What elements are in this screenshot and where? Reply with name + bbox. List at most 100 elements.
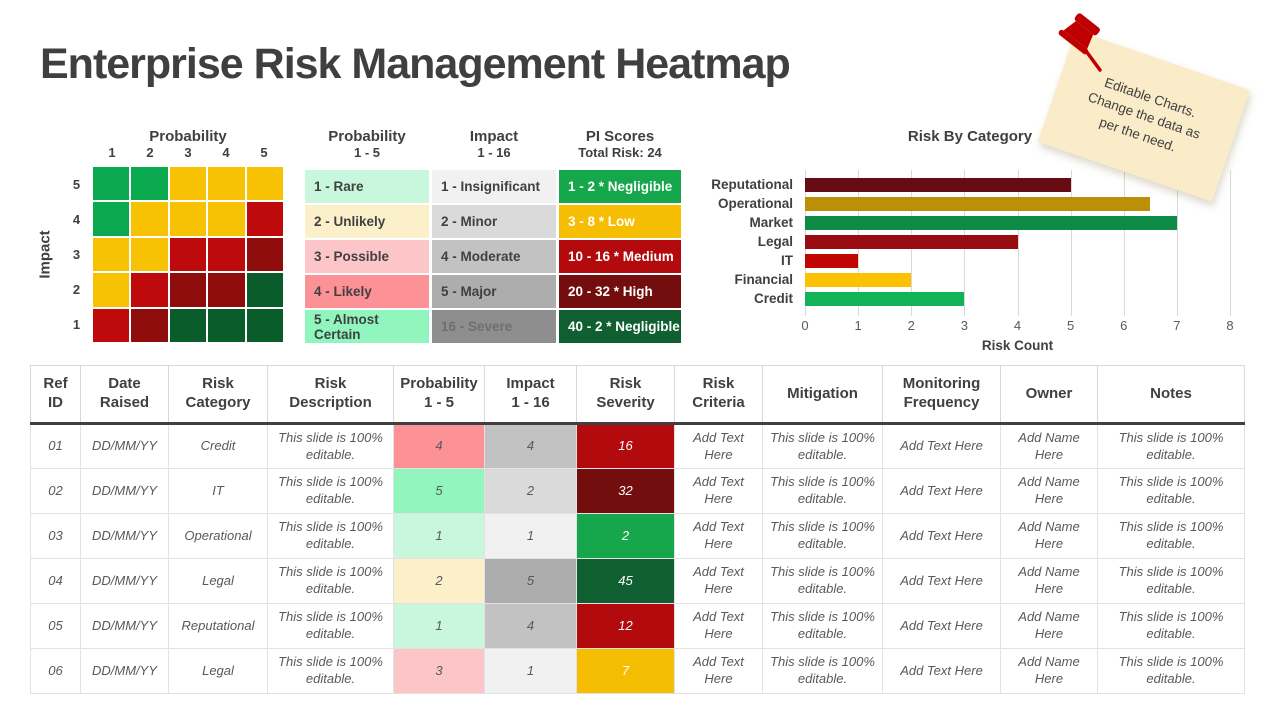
- legend-item: 16 - Severe: [432, 310, 556, 343]
- heatmap-cell: [246, 308, 283, 342]
- chart-category-label: Operational: [717, 196, 793, 211]
- cell-impact: 2: [484, 468, 577, 514]
- cell-description: This slide is 100% editable.: [267, 648, 394, 694]
- cell-ref: 06: [30, 648, 81, 694]
- risk-by-category-chart: Risk By Category Reputational Operational…: [700, 128, 1240, 360]
- chart-bar: [805, 291, 965, 306]
- cell-mitigation: This slide is 100% editable.: [762, 558, 883, 604]
- heatmap-x-tick: 3: [184, 145, 192, 160]
- cell-description: This slide is 100% editable.: [267, 423, 394, 469]
- heatmap-cell: [246, 273, 283, 307]
- legend-item: 1 - 2 * Negligible: [559, 170, 681, 203]
- cell-mitigation: This slide is 100% editable.: [762, 648, 883, 694]
- cell-prob: 2: [393, 558, 485, 604]
- chart-category-label: Legal: [757, 234, 793, 249]
- gridline: [1123, 170, 1125, 316]
- cell-criteria: Add Text Here: [674, 513, 763, 559]
- cell-category: Reputational: [168, 603, 268, 649]
- risk-table-header-cell: Probability 1 - 5: [393, 365, 485, 425]
- cell-prob: 1: [393, 513, 485, 559]
- heatmap-cell: [93, 237, 130, 272]
- cell-severity: 2: [576, 513, 675, 559]
- risk-table-header-cell: Ref ID: [30, 365, 81, 425]
- risk-table-header-cell: Monitoring Frequency: [882, 365, 1001, 425]
- cell-prob: 3: [393, 648, 485, 694]
- legend-item: 4 - Moderate: [432, 240, 556, 273]
- risk-table-header-cell: Mitigation: [762, 365, 883, 425]
- chart-bar: [805, 177, 1071, 192]
- legend-column-title: PI Scores: [585, 128, 655, 145]
- cell-mitigation: This slide is 100% editable.: [762, 468, 883, 514]
- cell-ref: 04: [30, 558, 81, 604]
- heatmap-y-tick-labels: 5 4 3 2 1: [60, 167, 93, 342]
- cell-severity: 16: [576, 423, 675, 469]
- cell-owner: Add Name Here: [1000, 423, 1098, 469]
- cell-category: Credit: [168, 423, 268, 469]
- cell-prob: 5: [393, 468, 485, 514]
- cell-impact: 5: [484, 558, 577, 604]
- legend-column-subtitle: 1 - 5: [353, 145, 380, 160]
- heatmap-cell: [131, 167, 168, 201]
- heatmap-cell: [169, 167, 207, 201]
- legend-item: 20 - 32 * High: [559, 275, 681, 308]
- cell-criteria: Add Text Here: [674, 603, 763, 649]
- heatmap-x-tick: 5: [260, 145, 268, 160]
- heatmap-cell: [246, 202, 283, 236]
- risk-table-header-cell: Date Raised: [80, 365, 169, 425]
- legend-column: Impact 1 - 16 1 - Insignificant 2 - Minor 4 …: [432, 128, 556, 345]
- cell-monitoring: Add Text Here: [882, 603, 1001, 649]
- table-row: 02 DD/MM/YY IT This slide is 100% editable.…: [30, 468, 1245, 514]
- chart-bars: Reputational Operational Market Legal IT Fina…: [700, 175, 1230, 308]
- legend-item: 4 - Likely: [305, 275, 429, 308]
- cell-description: This slide is 100% editable.: [267, 468, 394, 514]
- cell-ref: 03: [30, 513, 81, 559]
- risk-table-header-cell: Risk Category: [168, 365, 268, 425]
- cell-severity: 12: [576, 603, 675, 649]
- chart-row: IT: [700, 251, 1230, 270]
- chart-bar: [805, 253, 859, 268]
- cell-monitoring: Add Text Here: [882, 468, 1001, 514]
- table-row: 04 DD/MM/YY Legal This slide is 100% editab…: [30, 558, 1245, 604]
- heatmap-cell: [93, 273, 130, 307]
- page-title: Enterprise Risk Management Heatmap: [40, 40, 791, 88]
- chart-category-label: IT: [781, 253, 793, 268]
- chart-x-tick: 4: [1013, 318, 1022, 333]
- cell-ref: 01: [30, 423, 81, 469]
- legend-item: 40 - 2 * Negligible: [559, 310, 681, 343]
- cell-criteria: Add Text Here: [674, 648, 763, 694]
- heatmap-cell: [93, 167, 130, 201]
- cell-impact: 1: [484, 648, 577, 694]
- risk-table-header-cell: Impact 1 - 16: [484, 365, 577, 425]
- gridline: [1176, 170, 1178, 316]
- heatmap-y-tick: 4: [72, 212, 81, 227]
- legend-column-title: Impact: [469, 128, 519, 145]
- table-row: 01 DD/MM/YY Credit This slide is 100% edita…: [30, 423, 1245, 469]
- chart-x-tick: 0: [801, 318, 809, 333]
- risk-table-header-cell: Owner: [1000, 365, 1098, 425]
- chart-x-tick: 7: [1173, 318, 1181, 333]
- chart-category-label: Financial: [734, 272, 793, 287]
- cell-mitigation: This slide is 100% editable.: [762, 423, 883, 469]
- risk-table-header-cell: Risk Criteria: [674, 365, 763, 425]
- cell-notes: This slide is 100% editable.: [1097, 603, 1245, 649]
- table-row: 06 DD/MM/YY Legal This slide is 100% editab…: [30, 648, 1245, 694]
- cell-description: This slide is 100% editable.: [267, 558, 394, 604]
- chart-x-tick: 5: [1067, 318, 1075, 333]
- heatmap-x-axis-title: Probability: [149, 128, 227, 145]
- cell-date: DD/MM/YY: [80, 603, 169, 649]
- cell-date: DD/MM/YY: [80, 648, 169, 694]
- heatmap-cell: [208, 308, 245, 342]
- cell-description: This slide is 100% editable.: [267, 513, 394, 559]
- chart-x-tick: 3: [960, 318, 968, 333]
- heatmap-y-axis-title: Impact: [36, 230, 54, 279]
- chart-row: Legal: [700, 232, 1230, 251]
- legend-column-title: Probability: [328, 128, 406, 145]
- gridline: [1230, 170, 1231, 316]
- heatmap-y-tick: 3: [72, 247, 81, 262]
- chart-x-tick: 2: [907, 318, 915, 333]
- cell-date: DD/MM/YY: [80, 423, 169, 469]
- legend-item: 1 - Insignificant: [432, 170, 556, 203]
- pushpin-icon: [1058, 13, 1102, 72]
- heatmap-cell: [169, 308, 207, 342]
- cell-category: Legal: [168, 648, 268, 694]
